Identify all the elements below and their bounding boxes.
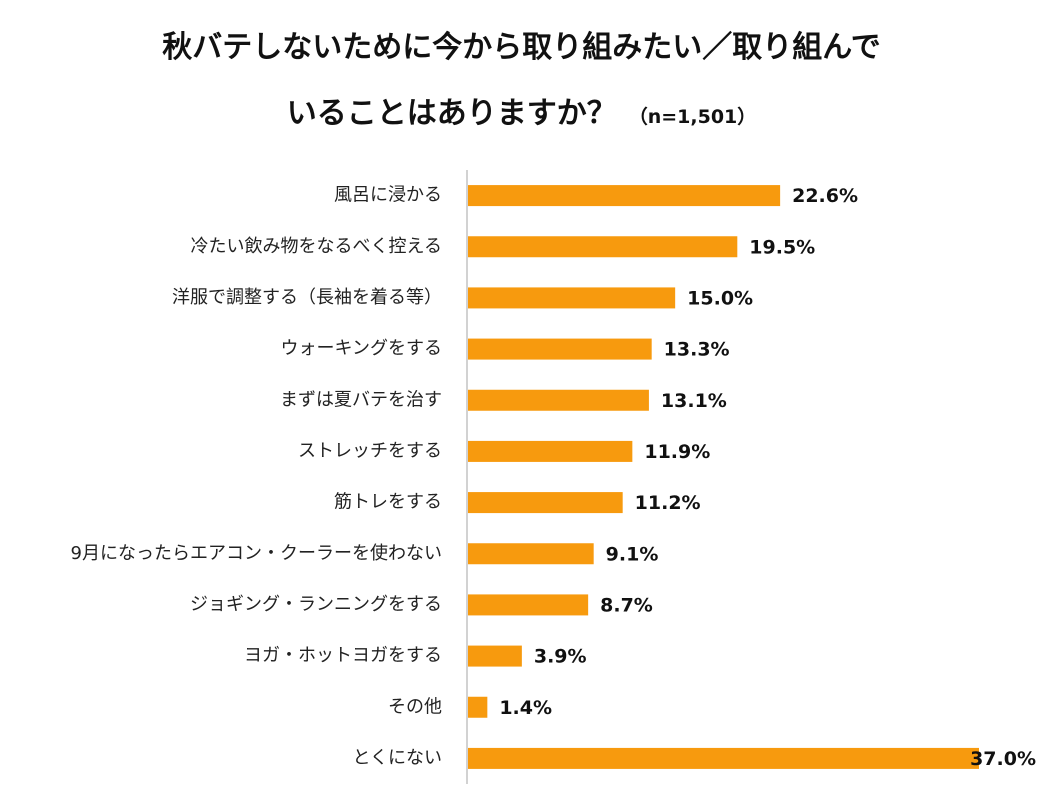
category-label: とくにない	[353, 747, 442, 768]
value-label: 9.1%	[606, 543, 659, 565]
bar	[468, 287, 676, 309]
category-label: ストレッチをする	[298, 440, 442, 461]
bar	[468, 236, 738, 258]
category-label: 風呂に浸かる	[334, 185, 442, 206]
bar	[468, 543, 594, 565]
category-label: その他	[388, 696, 442, 717]
chart-title-text-2: いることはありますか？	[286, 96, 617, 131]
bar	[468, 389, 649, 411]
sample-size-note: （n=1,501）	[628, 106, 757, 128]
bar	[468, 696, 488, 718]
bar	[468, 492, 623, 514]
bar	[468, 747, 979, 769]
value-label: 22.6%	[792, 185, 858, 207]
bar	[468, 185, 781, 207]
value-label: 19.5%	[749, 236, 815, 258]
value-label: 11.9%	[644, 441, 710, 463]
chart-title-text-1: 秋バテしないために今から取り組みたい／取り組んで	[162, 30, 881, 65]
category-label: ウォーキングをする	[281, 338, 442, 359]
category-label: 冷たい飲み物をなるべく控える	[191, 236, 442, 257]
value-label: 11.2%	[635, 492, 701, 514]
value-label: 15.0%	[687, 287, 753, 309]
chart-title-line1: 秋バテしないために今から取り組みたい／取り組んで	[0, 20, 1043, 76]
category-label: 9月になったらエアコン・クーラーを使わない	[71, 543, 442, 564]
category-label: 洋服で調整する（長袖を着る等）	[172, 287, 442, 308]
value-label: 37.0%	[970, 748, 1036, 770]
value-label: 13.3%	[664, 339, 730, 361]
bar	[468, 645, 522, 667]
bar	[468, 594, 589, 616]
category-label: ヨガ・ホットヨガをする	[244, 645, 442, 666]
category-label: ジョギング・ランニングをする	[190, 594, 442, 615]
value-label: 1.4%	[499, 697, 552, 719]
category-label: 筋トレをする	[334, 492, 442, 513]
bar	[468, 440, 633, 462]
value-label: 13.1%	[661, 390, 727, 412]
value-label: 3.9%	[534, 646, 587, 668]
category-label: まずは夏バテを治す	[280, 389, 442, 410]
bar	[468, 338, 652, 360]
chart-title-line2: いることはありますか？ （n=1,501）	[0, 86, 1043, 145]
value-label: 8.7%	[600, 594, 653, 616]
